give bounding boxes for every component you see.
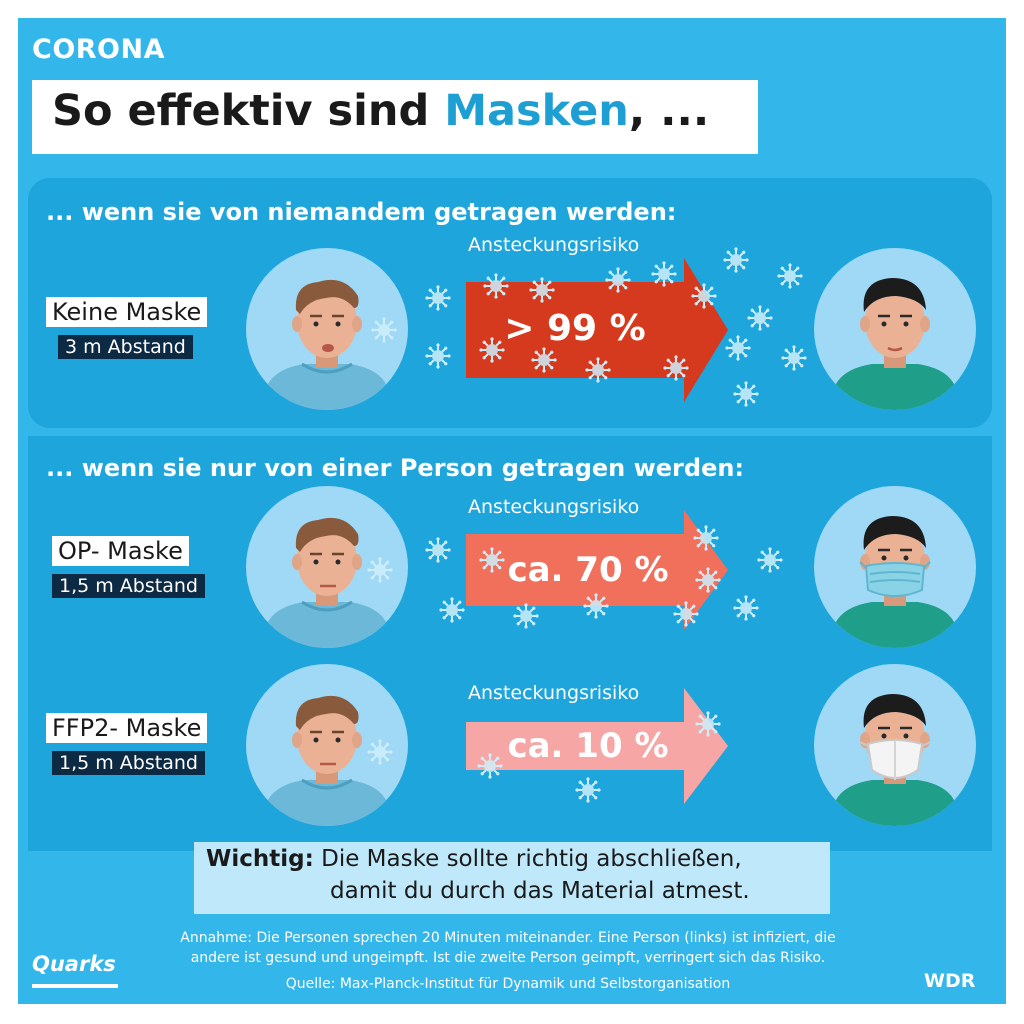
healthy-person-icon: [814, 486, 976, 648]
title-part1: So effektiv sind: [52, 86, 445, 136]
virus-icon: [513, 603, 539, 629]
virus-icon: [483, 273, 509, 299]
ffp2-mask-icon: [859, 739, 931, 780]
virus-icon: [695, 711, 721, 737]
risk-label: Ansteckungsrisiko: [468, 234, 640, 256]
virus-icon: [781, 345, 807, 371]
important-prefix: Wichtig:: [206, 846, 314, 872]
virus-icon: [479, 547, 505, 573]
title-part2: , ...: [628, 86, 710, 136]
virus-icon: [479, 337, 505, 363]
quarks-logo: Quarks: [32, 950, 120, 994]
important-line2: damit du durch das Material atmest.: [330, 878, 750, 904]
virus-icon: [367, 557, 393, 583]
virus-icon: [439, 597, 465, 623]
virus-icon: [585, 357, 611, 383]
virus-icon: [733, 381, 759, 407]
virus-icon: [651, 261, 677, 287]
logo-underline: [32, 984, 118, 988]
arrow-icon: [466, 688, 728, 804]
risk-value: ca. 70 %: [507, 550, 669, 590]
risk-label: Ansteckungsrisiko: [468, 496, 640, 518]
infected-person-icon: [246, 664, 408, 826]
virus-icon: [691, 283, 717, 309]
section-heading: ... wenn sie von niemandem getragen werd…: [46, 198, 677, 226]
virus-icon: [725, 335, 751, 361]
risk-value: ca. 10 %: [507, 726, 669, 766]
assumption-text: andere ist gesund und ungeimpft. Ist die…: [190, 950, 826, 966]
virus-icon: [605, 267, 631, 293]
topic-label: CORONA: [32, 34, 166, 65]
virus-icon: [531, 347, 557, 373]
virus-icon: [425, 285, 451, 311]
virus-icon: [425, 343, 451, 369]
page-title: So effektiv sind Masken, ...: [32, 80, 758, 154]
distance-label: 3 m Abstand: [58, 335, 193, 359]
assumption-text: Annahme: Die Personen sprechen 20 Minute…: [180, 930, 836, 946]
section-heading: ... wenn sie nur von einer Person getrag…: [46, 454, 745, 482]
distance-label: 1,5 m Abstand: [52, 574, 205, 598]
mask-type-label: OP- Maske: [52, 536, 189, 566]
virus-icon: [583, 593, 609, 619]
infographic: CORONA So effektiv sind Masken, ... ... …: [18, 18, 1006, 1004]
arrow-icon: [466, 510, 728, 630]
virus-icon: [371, 317, 397, 343]
arrow-icon: [466, 258, 728, 402]
source-text: Quelle: Max-Planck-Institut für Dynamik …: [285, 976, 731, 992]
virus-icon: [425, 537, 451, 563]
mask-type-label: Keine Maske: [46, 297, 208, 327]
healthy-person-icon: [814, 664, 976, 826]
virus-icon: [777, 263, 803, 289]
virus-icon: [663, 355, 689, 381]
virus-icon: [723, 247, 749, 273]
distance-label: 1,5 m Abstand: [52, 751, 205, 775]
virus-icon: [747, 305, 773, 331]
virus-icon: [367, 739, 393, 765]
wdr-logo: WDR: [924, 970, 976, 992]
virus-icon: [529, 277, 555, 303]
virus-icon: [673, 601, 699, 627]
virus-icon: [693, 525, 719, 551]
risk-value: > 99 %: [504, 308, 646, 349]
virus-icon: [757, 547, 783, 573]
healthy-person-icon: [814, 248, 976, 410]
important-note: Wichtig: Die Maske sollte richtig abschl…: [194, 842, 830, 914]
important-line1: Die Maske sollte richtig abschließen,: [313, 846, 742, 872]
virus-icon: [695, 567, 721, 593]
risk-label: Ansteckungsrisiko: [468, 682, 640, 704]
virus-icon: [477, 753, 503, 779]
virus-icon: [575, 777, 601, 803]
mask-type-label: FFP2- Maske: [46, 713, 208, 743]
title-highlight: Masken: [444, 86, 629, 136]
virus-icon: [733, 595, 759, 621]
infected-person-icon: [246, 248, 408, 410]
surgical-mask-icon: [859, 561, 931, 597]
quarks-logo-text: Quarks: [32, 952, 116, 976]
